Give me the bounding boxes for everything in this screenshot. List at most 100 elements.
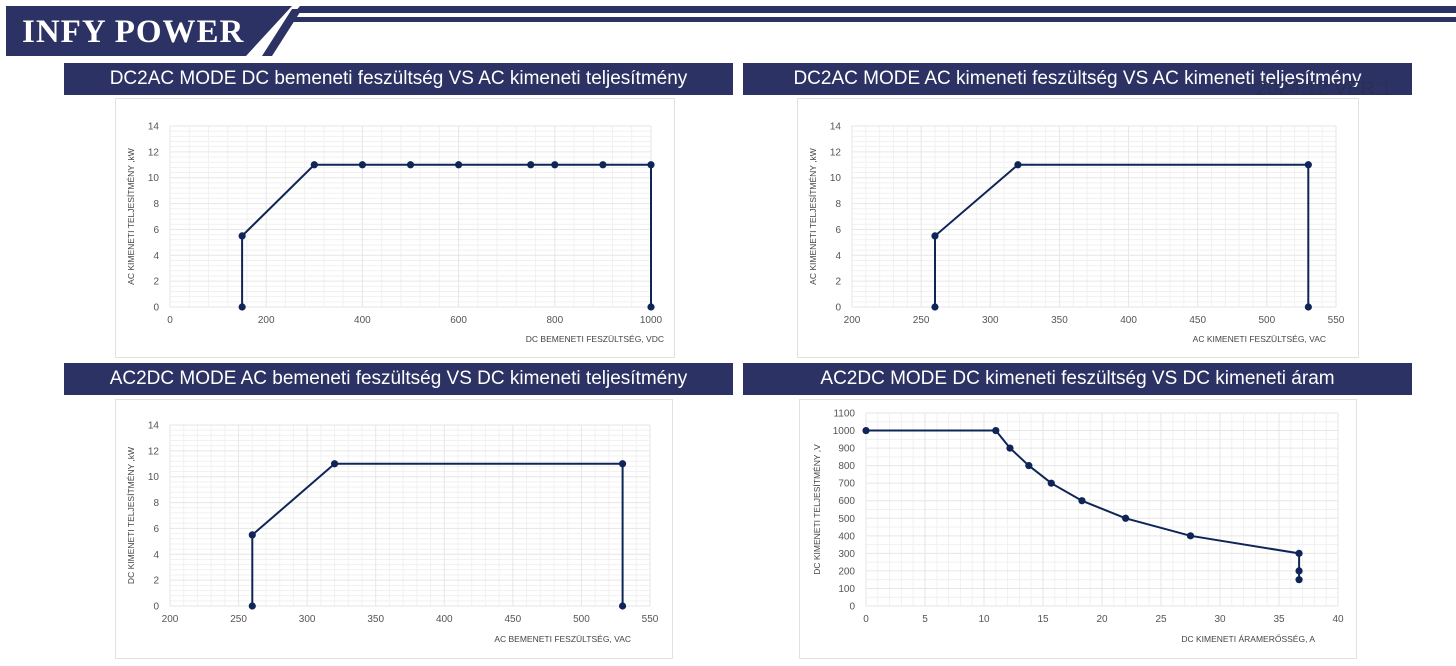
y-tick-label: 1000 [833, 426, 856, 437]
y-tick-label: 8 [153, 498, 159, 509]
chart-4-title: AC2DC MODE DC kimeneti feszültség VS DC … [743, 363, 1412, 395]
x-axis-label: AC KIMENETI FESZÜLTSÉG, VAC [1193, 334, 1326, 344]
x-tick-label: 450 [505, 614, 522, 625]
chart-2: 200 250 300 350 400 450 500 550 0 2 4 6 8 10 12 14 AC KI… [797, 98, 1359, 358]
y-tick-label: 0 [153, 303, 159, 314]
y-tick-label: 2 [153, 576, 159, 587]
x-tick-label: 200 [162, 614, 179, 625]
data-point [1304, 161, 1312, 169]
data-point [1122, 514, 1130, 522]
y-tick-label: 600 [838, 496, 855, 507]
chart-2-svg: 200 250 300 350 400 450 500 550 0 2 4 6 8 10 12 14 AC KI… [808, 122, 1345, 345]
x-tick-label: 350 [1051, 315, 1068, 326]
data-point [1078, 497, 1086, 505]
y-tick-label: 800 [838, 461, 855, 472]
y-tick-label: 1100 [833, 409, 855, 420]
x-tick-label: 15 [1037, 614, 1049, 625]
x-tick-label: 400 [1120, 315, 1137, 326]
x-tick-label: 35 [1273, 614, 1285, 625]
chart-4-svg: 0 5 10 15 20 25 30 35 40010020030040050060070080… [812, 409, 1344, 645]
x-tick-label: 450 [1189, 315, 1206, 326]
y-tick-label: 14 [148, 122, 160, 133]
y-tick-label: 12 [148, 446, 160, 457]
y-tick-label: 6 [835, 225, 841, 236]
data-point [647, 303, 655, 311]
chart-3: 200 250 300 350 400 450 500 550 0 2 4 6 8 10 12 14 AC BE… [115, 399, 673, 659]
data-point [1014, 161, 1022, 169]
chart-1: 0 200 400 600 800 1000 0 2 4 6 8 10 12 14 DC BEMENETI … [115, 98, 675, 358]
data-point [1006, 444, 1014, 452]
y-tick-label: 2 [835, 277, 841, 288]
y-tick-label: 10 [830, 173, 842, 184]
x-tick-label: 300 [982, 315, 999, 326]
grid [851, 125, 1337, 308]
x-axis-label: AC BEMENETI FESZÜLTSÉG, VAC [494, 634, 631, 644]
x-tick-label: 550 [642, 614, 659, 625]
data-point [1186, 532, 1195, 540]
data-point [1025, 462, 1033, 470]
y-axis-label: DC KIMENETI TELJESÍTMÉNY ,V [812, 444, 822, 575]
chart-1-title: DC2AC MODE DC bemeneti feszültség VS AC … [64, 63, 733, 95]
data-point [248, 531, 256, 539]
x-tick-label: 0 [863, 614, 869, 625]
series-line [251, 462, 624, 606]
data-point [1304, 303, 1312, 311]
x-tick-label: 25 [1155, 614, 1167, 625]
x-axis-label: DC KIMENETI ÁRAMERŐSSÉG, A [1181, 634, 1315, 644]
data-point [1047, 479, 1055, 487]
brand-logo-text: INFY POWER [22, 14, 245, 50]
x-tick-label: 1000 [640, 315, 663, 326]
data-point [248, 602, 256, 610]
y-tick-label: 2 [153, 277, 159, 288]
x-tick-label: 5 [922, 614, 928, 625]
y-tick-label: 14 [830, 122, 842, 133]
x-tick-label: 550 [1328, 315, 1345, 326]
x-tick-label: 300 [299, 614, 316, 625]
grid [865, 412, 1339, 607]
y-tick-label: 300 [838, 549, 855, 560]
y-tick-label: 200 [838, 566, 855, 577]
y-tick-label: 400 [838, 531, 855, 542]
y-tick-label: 6 [153, 225, 159, 236]
x-tick-label: 250 [230, 614, 247, 625]
data-point [330, 460, 339, 468]
x-tick-label: 20 [1096, 614, 1108, 625]
data-point [618, 602, 627, 610]
y-tick-label: 14 [148, 421, 160, 432]
y-axis-label: AC KIMENETI TELJESÍTMÉNY ,kW [808, 148, 818, 285]
data-point [358, 161, 366, 169]
y-tick-label: 0 [835, 303, 841, 314]
y-tick-label: 8 [153, 199, 159, 210]
data-point [647, 161, 655, 169]
x-tick-label: 600 [450, 315, 467, 326]
y-tick-label: 10 [148, 173, 160, 184]
data-point [1295, 567, 1303, 575]
data-point [1295, 576, 1303, 584]
x-tick-label: 40 [1332, 614, 1344, 625]
data-point [931, 303, 939, 311]
x-tick-label: 200 [844, 315, 861, 326]
data-point [527, 161, 535, 169]
data-point [310, 161, 318, 169]
data-point [551, 161, 559, 169]
chart-1-svg: 0 200 400 600 800 1000 0 2 4 6 8 10 12 14 DC BEMENETI … [126, 122, 664, 345]
x-tick-label: 800 [546, 315, 563, 326]
header-banner [6, 6, 1456, 56]
x-tick-label: 350 [367, 614, 384, 625]
x-tick-label: 200 [258, 315, 275, 326]
y-tick-label: 12 [148, 147, 160, 158]
series-line [241, 163, 652, 307]
y-tick-label: 0 [849, 602, 855, 613]
x-axis-label: DC BEMENETI FESZÜLTSÉG, VDC [526, 334, 664, 344]
data-point [931, 232, 939, 240]
y-tick-label: 6 [153, 524, 159, 535]
grid [169, 424, 651, 607]
y-tick-label: 4 [153, 251, 159, 262]
y-tick-label: 4 [835, 251, 841, 262]
data-point [238, 232, 246, 240]
chart-3-svg: 200 250 300 350 400 450 500 550 0 2 4 6 8 10 12 14 AC BE… [126, 421, 659, 645]
data-point [862, 426, 870, 435]
y-axis-label: AC KIMENETI TELJESÍTMÉNY ,kW [126, 148, 136, 285]
y-tick-label: 500 [838, 514, 855, 525]
version-label: 2024.12 VER:1 [1256, 78, 1392, 100]
